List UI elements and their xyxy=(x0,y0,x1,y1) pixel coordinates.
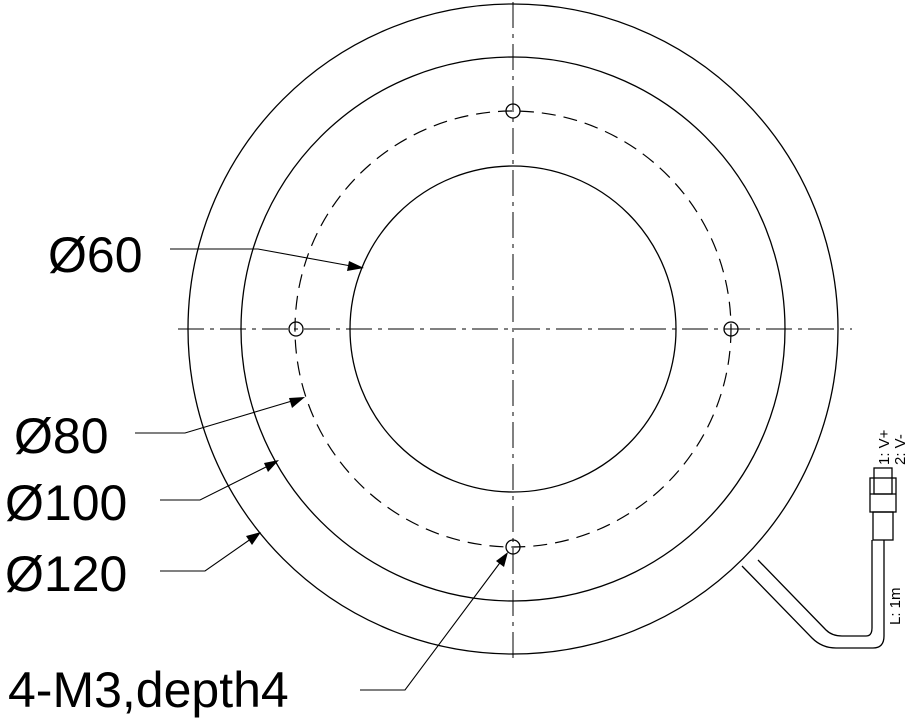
label-d100: Ø100 xyxy=(5,475,127,531)
connector xyxy=(869,467,897,541)
inner-circle-d60 xyxy=(349,165,677,493)
mounting-hole-bottom xyxy=(505,539,521,555)
mounting-hole-top xyxy=(505,103,521,119)
arrow-holes xyxy=(496,552,508,567)
outer-circle-d120 xyxy=(187,3,839,655)
leader-d120 xyxy=(160,533,259,572)
bolt-circle-d80 xyxy=(294,110,732,548)
arrow-d60 xyxy=(347,261,364,271)
cable xyxy=(741,540,885,649)
mounting-hole-right xyxy=(723,321,739,337)
arrow-d120 xyxy=(246,532,261,545)
circle-d100 xyxy=(240,56,786,602)
label-cable-length: L: 1m xyxy=(887,587,904,625)
leader-d80 xyxy=(135,397,303,434)
leader-d100 xyxy=(160,461,277,501)
arrow-d80 xyxy=(289,397,305,408)
label-d60: Ø60 xyxy=(48,227,143,283)
label-pin1: 1: V+ xyxy=(876,429,893,465)
leader-d60 xyxy=(170,248,363,269)
arrow-d100 xyxy=(264,460,279,472)
leader-holes xyxy=(360,555,506,691)
label-holes: 4-M3,depth4 xyxy=(8,662,289,718)
label-pin2: 2: V- xyxy=(892,434,909,465)
label-d120: Ø120 xyxy=(5,546,127,602)
mounting-hole-left xyxy=(288,321,304,337)
label-d80: Ø80 xyxy=(14,408,109,464)
